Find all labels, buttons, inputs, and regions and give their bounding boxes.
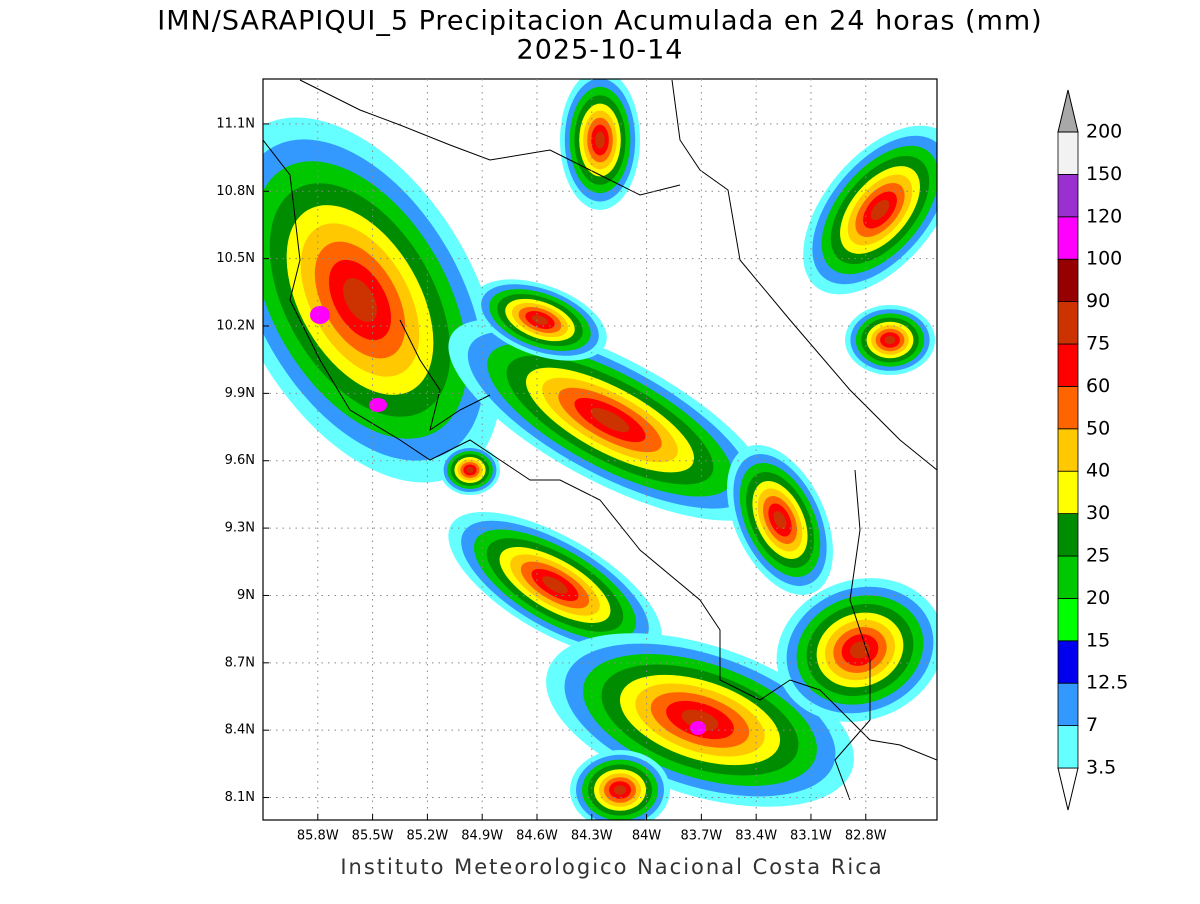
y-tick-label: 10.8N xyxy=(216,184,255,199)
colorbar-segment xyxy=(1057,216,1079,260)
colorbar-label: 90 xyxy=(1086,290,1110,312)
colorbar-label: 20 xyxy=(1086,587,1110,609)
y-tick-label: 11.1N xyxy=(216,116,255,131)
colorbar-segment xyxy=(1057,343,1079,387)
x-tick-label: 84.6W xyxy=(516,829,558,844)
colorbar-segment xyxy=(1057,131,1079,175)
x-tick-label: 83.4W xyxy=(735,829,777,844)
x-tick-label: 83.7W xyxy=(680,829,722,844)
y-tick-label: 10.5N xyxy=(216,251,255,266)
map-frame xyxy=(262,78,938,821)
colorbar-segment xyxy=(1057,682,1079,727)
northern-border xyxy=(299,79,681,196)
southern-border xyxy=(834,469,871,801)
y-tick-label: 9.6N xyxy=(225,453,255,468)
colorbar-segment xyxy=(1057,513,1079,557)
colorbar-label: 7 xyxy=(1086,714,1098,736)
colorbar-label: 150 xyxy=(1086,163,1122,185)
colorbar-label: 100 xyxy=(1086,248,1122,270)
colorbar-segment xyxy=(1057,258,1079,303)
footer: Instituto Meteorologico Nacional Costa R… xyxy=(340,855,883,879)
y-tick-label: 9.9N xyxy=(225,386,255,401)
colorbar-segment xyxy=(1057,301,1079,345)
colorbar-label: 30 xyxy=(1086,502,1110,524)
y-tick-label: 10.2N xyxy=(216,319,255,334)
colorbar-label: 15 xyxy=(1086,629,1110,651)
gulf-coast xyxy=(399,319,491,432)
colorbar-label: 200 xyxy=(1086,121,1122,143)
chart-title: IMN/SARAPIQUI_5 Precipitacion Acumulada … xyxy=(157,6,1042,37)
caribbean-coast xyxy=(671,79,937,471)
precipitation-field xyxy=(263,79,937,820)
colorbar-label: 50 xyxy=(1086,417,1110,439)
boundaries xyxy=(263,79,937,801)
colorbar-label: 25 xyxy=(1086,545,1110,567)
y-tick-label: 8.4N xyxy=(225,723,255,738)
chart-subtitle: 2025-10-14 xyxy=(517,35,684,66)
colorbar-segment xyxy=(1057,385,1079,430)
colorbar-segment xyxy=(1057,173,1079,218)
x-tick-label: 84.3W xyxy=(571,829,613,844)
colorbar-segment xyxy=(1057,470,1079,515)
colorbar-segment xyxy=(1057,725,1079,769)
colorbar-label: 75 xyxy=(1086,333,1110,355)
x-tick-label: 84W xyxy=(632,829,662,844)
colorbar-label: 12.5 xyxy=(1086,672,1128,694)
colorbar-label: 120 xyxy=(1086,205,1122,227)
colorbar-segment xyxy=(1057,640,1079,684)
pacific-coast xyxy=(263,139,937,761)
x-tick-label: 85.2W xyxy=(406,829,448,844)
colorbar-segment xyxy=(1057,555,1079,599)
colorbar-label: 3.5 xyxy=(1086,757,1116,779)
colorbar-above xyxy=(1057,89,1079,133)
colorbar-label: 60 xyxy=(1086,375,1110,397)
x-tick-label: 85.5W xyxy=(352,829,394,844)
y-tick-label: 8.1N xyxy=(225,790,255,805)
colorbar-below xyxy=(1057,767,1079,811)
colorbar-segment xyxy=(1057,428,1079,472)
x-tick-label: 83.1W xyxy=(790,829,832,844)
x-tick-label: 82.8W xyxy=(845,829,887,844)
x-tick-label: 84.9W xyxy=(461,829,503,844)
y-tick-label: 9.3N xyxy=(225,521,255,536)
y-tick-label: 9N xyxy=(237,588,255,603)
colorbar-label: 40 xyxy=(1086,460,1110,482)
x-tick-label: 85.8W xyxy=(297,829,339,844)
y-tick-label: 8.7N xyxy=(225,655,255,670)
colorbar-segment xyxy=(1057,598,1079,642)
